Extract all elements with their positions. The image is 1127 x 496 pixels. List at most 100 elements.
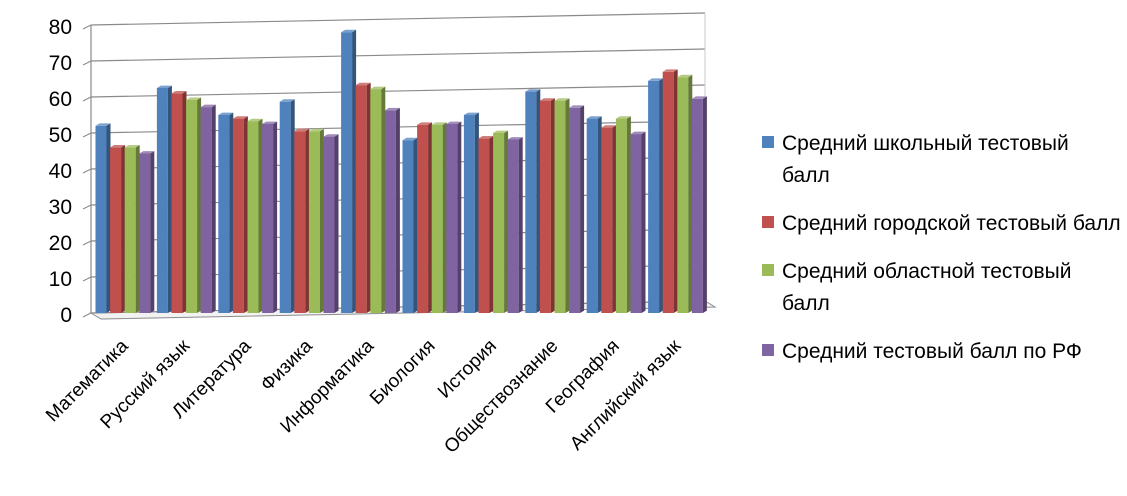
bar-side [597,116,602,313]
y-tick-label: 20 [49,232,72,255]
bar-front [446,124,458,313]
bar-side [106,123,111,314]
bar-side [518,137,523,313]
bar-top [355,82,371,86]
bar-front [478,138,490,313]
bar-top [156,85,172,88]
y-gridline [90,84,706,98]
bar-front [691,98,703,313]
bar-side [182,91,187,313]
bar-side [702,96,707,314]
bar-top [691,96,707,99]
bar-side [305,128,310,313]
bar-top [200,104,216,108]
bar-side [580,105,585,314]
bar-top [124,145,140,148]
y-gridline [90,48,706,62]
bar-side [457,121,462,313]
bar-front [139,153,151,313]
y-tick-label: 30 [49,196,72,219]
bar-side [413,137,418,313]
bar-top [431,122,447,125]
bar-top [402,137,418,141]
legend-swatch-city [762,216,774,228]
bar-side [381,86,386,314]
bar-side [474,112,479,313]
bar-top [294,128,310,132]
bar-side [243,116,248,313]
bar-top [279,99,295,102]
bar-top [446,121,462,124]
bar-top [247,118,263,122]
y-tick-mark [82,240,92,246]
bar-side [550,98,555,313]
bar-front [507,139,519,313]
bar-front [232,118,244,313]
bar-front [569,107,581,313]
bar-side [197,97,202,313]
bar-side [504,130,509,313]
legend-swatch-region [762,264,774,276]
bar-top [370,86,386,90]
y-tick-label: 70 [49,52,72,75]
bar-top [554,98,570,101]
bar-front [262,124,274,313]
bar-front [630,134,642,313]
bar-front [493,133,505,313]
y-tick-label: 80 [49,16,72,39]
y-tick-mark [82,276,92,282]
bar-side [150,151,155,313]
bar-side [273,121,278,313]
bar-top [630,131,646,135]
bar-front [417,124,429,313]
bar-side [366,82,371,313]
bar-front [370,89,382,313]
y-tick-label: 60 [49,88,72,111]
bar-side [319,128,324,313]
bar-top [323,134,339,137]
bar-side [489,136,494,313]
bar-top [478,136,494,139]
bar-side [641,131,646,313]
y-tick-mark [82,96,92,102]
bar-top [95,123,111,126]
bar-top [615,116,631,119]
bar-front [463,115,475,313]
bar-front [615,118,627,313]
bar-front [355,85,367,314]
y-gridline [90,12,706,26]
bar-top [677,74,693,78]
bar-side [536,89,541,313]
bar-front [218,115,230,313]
bar-top [586,116,602,119]
bar-side [626,116,631,313]
bar-top [662,69,678,72]
y-tick-label: 0 [60,304,72,327]
y-tick-mark [82,60,92,66]
bar-top [341,29,357,33]
bar-side [395,107,400,313]
bar-side [352,29,357,314]
y-tick-label: 10 [49,268,72,291]
bar-side [428,122,433,313]
bar-top [186,97,202,100]
bar-front [156,88,168,313]
bar-top [525,89,541,92]
legend-swatch-russia [762,344,774,356]
y-tick-label: 50 [49,124,72,147]
bar-side [229,112,234,313]
bar-front [648,80,660,313]
bar-side [135,145,140,313]
bar-top [308,128,324,132]
bar-front [171,93,183,314]
bar-top [262,121,278,124]
y-tick-mark [82,24,92,30]
bar-front [200,107,212,313]
bar-front [279,101,291,314]
y-tick-mark [82,132,92,138]
bar-side [334,134,339,313]
bar-front [402,140,414,313]
bar-side [673,69,678,314]
x-tick-label: Английский язык [566,335,685,454]
bar-top [648,78,664,81]
